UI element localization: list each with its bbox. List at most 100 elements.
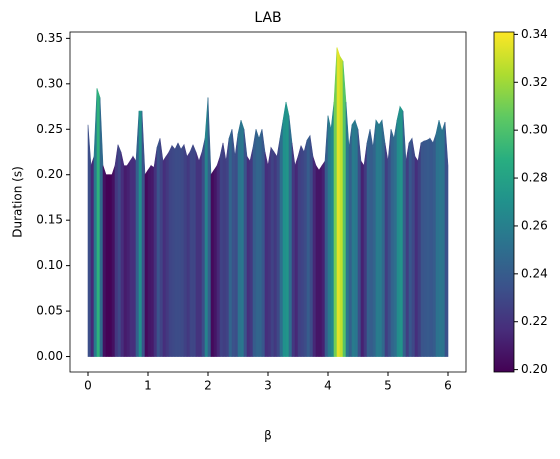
colorbar-tick-label: 0.22 — [521, 314, 548, 328]
area-segment — [390, 129, 395, 357]
area-segment — [318, 164, 323, 357]
area-segment — [321, 160, 326, 357]
area-segment — [366, 129, 371, 357]
area-segment — [336, 47, 341, 357]
colorbar-tick-label: 0.26 — [521, 218, 548, 232]
area-segment — [225, 138, 230, 357]
area-segment — [381, 120, 386, 357]
area-segment — [342, 61, 347, 357]
area-segment — [249, 147, 254, 357]
area-segment — [288, 115, 293, 357]
area-segment — [144, 169, 149, 357]
y-tick-label: 0.00 — [36, 349, 63, 363]
area-segment — [285, 101, 290, 357]
area-segment — [300, 145, 305, 357]
area-segment — [435, 120, 440, 357]
area-segment — [183, 144, 188, 357]
area-segment — [378, 119, 383, 357]
area-segment — [264, 151, 269, 357]
area-segment — [93, 88, 98, 357]
area-segment — [207, 97, 212, 357]
area-segment — [438, 120, 443, 357]
area-segment — [255, 129, 260, 357]
colorbar-tick-label: 0.32 — [521, 75, 548, 89]
area-segment — [156, 138, 161, 357]
area-segment — [372, 120, 377, 357]
area-segment — [114, 144, 119, 357]
area-segment — [159, 138, 164, 357]
area-segment — [171, 144, 176, 357]
area-segment — [345, 101, 350, 357]
area-segment — [420, 140, 425, 357]
colorbar-tick-label: 0.30 — [521, 123, 548, 137]
area-segment — [258, 129, 263, 357]
area-segment — [261, 129, 266, 357]
area-segment — [384, 142, 389, 357]
area-segment — [360, 160, 365, 357]
area-segment — [252, 129, 257, 357]
area-segment — [396, 106, 401, 357]
area-segment — [198, 151, 203, 357]
area-segment — [153, 147, 158, 357]
area-segment — [141, 111, 146, 357]
area-segment — [414, 155, 419, 357]
area-segment — [411, 138, 416, 357]
x-axis-label: β — [264, 429, 272, 443]
area-segment — [291, 142, 296, 357]
x-tick-label: 4 — [324, 379, 332, 393]
area-segment — [417, 142, 422, 357]
area-segment — [444, 121, 449, 357]
area-segment — [135, 111, 140, 357]
area-segment — [210, 169, 215, 357]
area-segment — [279, 120, 284, 357]
area-segment — [234, 133, 239, 357]
area-segment — [354, 120, 359, 357]
x-tick-label: 3 — [264, 379, 272, 393]
area-segment — [270, 146, 275, 357]
chart-title: LAB — [254, 10, 281, 26]
area-segment — [324, 115, 329, 357]
area-segment — [216, 156, 221, 357]
y-tick-label: 0.15 — [36, 213, 63, 227]
area-segment — [393, 120, 398, 357]
area-segment — [231, 129, 236, 357]
y-tick-label: 0.10 — [36, 258, 63, 272]
x-tick-label: 1 — [144, 379, 152, 393]
area-segment — [369, 129, 374, 357]
area-segment — [108, 174, 113, 357]
area-segment — [186, 151, 191, 357]
colorbar-tick-label: 0.20 — [521, 362, 548, 376]
x-tick-label: 2 — [204, 379, 212, 393]
colorbar-tick-label: 0.24 — [521, 266, 548, 280]
area-segment — [147, 164, 152, 357]
area-segment — [237, 120, 242, 357]
colorbar-tick-label: 0.34 — [521, 27, 548, 41]
area-segment — [117, 144, 122, 357]
area-segment — [150, 165, 155, 357]
area-segment — [228, 129, 233, 357]
area-segment — [111, 165, 116, 357]
area-segment — [339, 55, 344, 357]
area-segment — [201, 138, 206, 357]
area-segment — [294, 156, 299, 357]
x-tick-label: 5 — [384, 379, 392, 393]
area-segment — [132, 155, 137, 357]
x-tick-label: 0 — [84, 379, 92, 393]
area-segment — [402, 111, 407, 357]
area-segment — [405, 142, 410, 357]
colorbar — [493, 31, 515, 373]
area-segment — [195, 151, 200, 357]
area-segment — [351, 119, 356, 357]
area-segment — [408, 137, 413, 357]
area-segment — [315, 164, 320, 357]
area-segment — [240, 120, 245, 357]
area-segment — [348, 124, 353, 357]
y-tick-label: 0.20 — [36, 167, 63, 181]
y-tick-label: 0.25 — [36, 122, 63, 136]
area-segment — [309, 135, 314, 357]
area-segment — [126, 160, 131, 357]
area-segment — [120, 151, 125, 357]
colorbar-tick-label: 0.28 — [521, 171, 548, 185]
y-tick-label: 0.05 — [36, 304, 63, 318]
area-segment — [306, 134, 311, 357]
